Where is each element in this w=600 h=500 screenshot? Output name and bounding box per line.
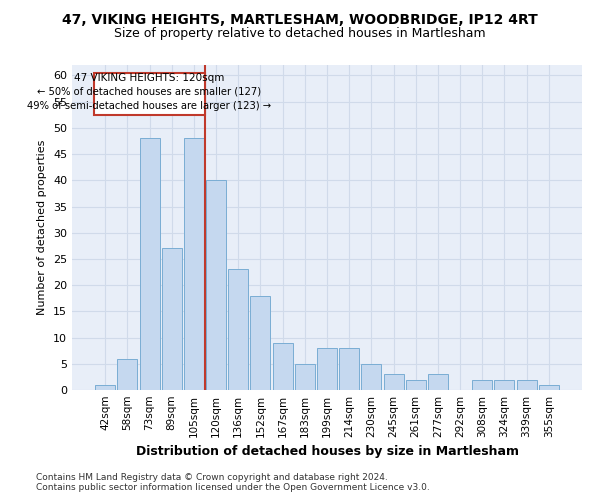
Bar	[184, 138, 204, 390]
Y-axis label: Number of detached properties: Number of detached properties	[37, 140, 47, 315]
Bar	[228, 270, 248, 390]
Bar	[272, 343, 293, 390]
Bar	[295, 364, 315, 390]
Text: Contains HM Land Registry data © Crown copyright and database right 2024.: Contains HM Land Registry data © Crown c…	[36, 474, 388, 482]
Bar	[250, 296, 271, 390]
Bar	[118, 358, 137, 390]
Text: ← 50% of detached houses are smaller (127): ← 50% of detached houses are smaller (12…	[37, 86, 262, 97]
Bar	[206, 180, 226, 390]
Bar	[383, 374, 404, 390]
Bar	[494, 380, 514, 390]
FancyBboxPatch shape	[94, 73, 205, 115]
Bar	[472, 380, 492, 390]
Text: Contains public sector information licensed under the Open Government Licence v3: Contains public sector information licen…	[36, 484, 430, 492]
Bar	[517, 380, 536, 390]
Text: 47 VIKING HEIGHTS: 120sqm: 47 VIKING HEIGHTS: 120sqm	[74, 73, 225, 83]
Bar	[317, 348, 337, 390]
Bar	[339, 348, 359, 390]
Bar	[95, 385, 115, 390]
Bar	[162, 248, 182, 390]
Bar	[361, 364, 382, 390]
Bar	[140, 138, 160, 390]
Bar	[428, 374, 448, 390]
Bar	[539, 385, 559, 390]
Text: Size of property relative to detached houses in Martlesham: Size of property relative to detached ho…	[114, 28, 486, 40]
Bar	[406, 380, 426, 390]
Text: 47, VIKING HEIGHTS, MARTLESHAM, WOODBRIDGE, IP12 4RT: 47, VIKING HEIGHTS, MARTLESHAM, WOODBRID…	[62, 12, 538, 26]
Text: 49% of semi-detached houses are larger (123) →: 49% of semi-detached houses are larger (…	[28, 100, 272, 110]
X-axis label: Distribution of detached houses by size in Martlesham: Distribution of detached houses by size …	[136, 446, 518, 458]
